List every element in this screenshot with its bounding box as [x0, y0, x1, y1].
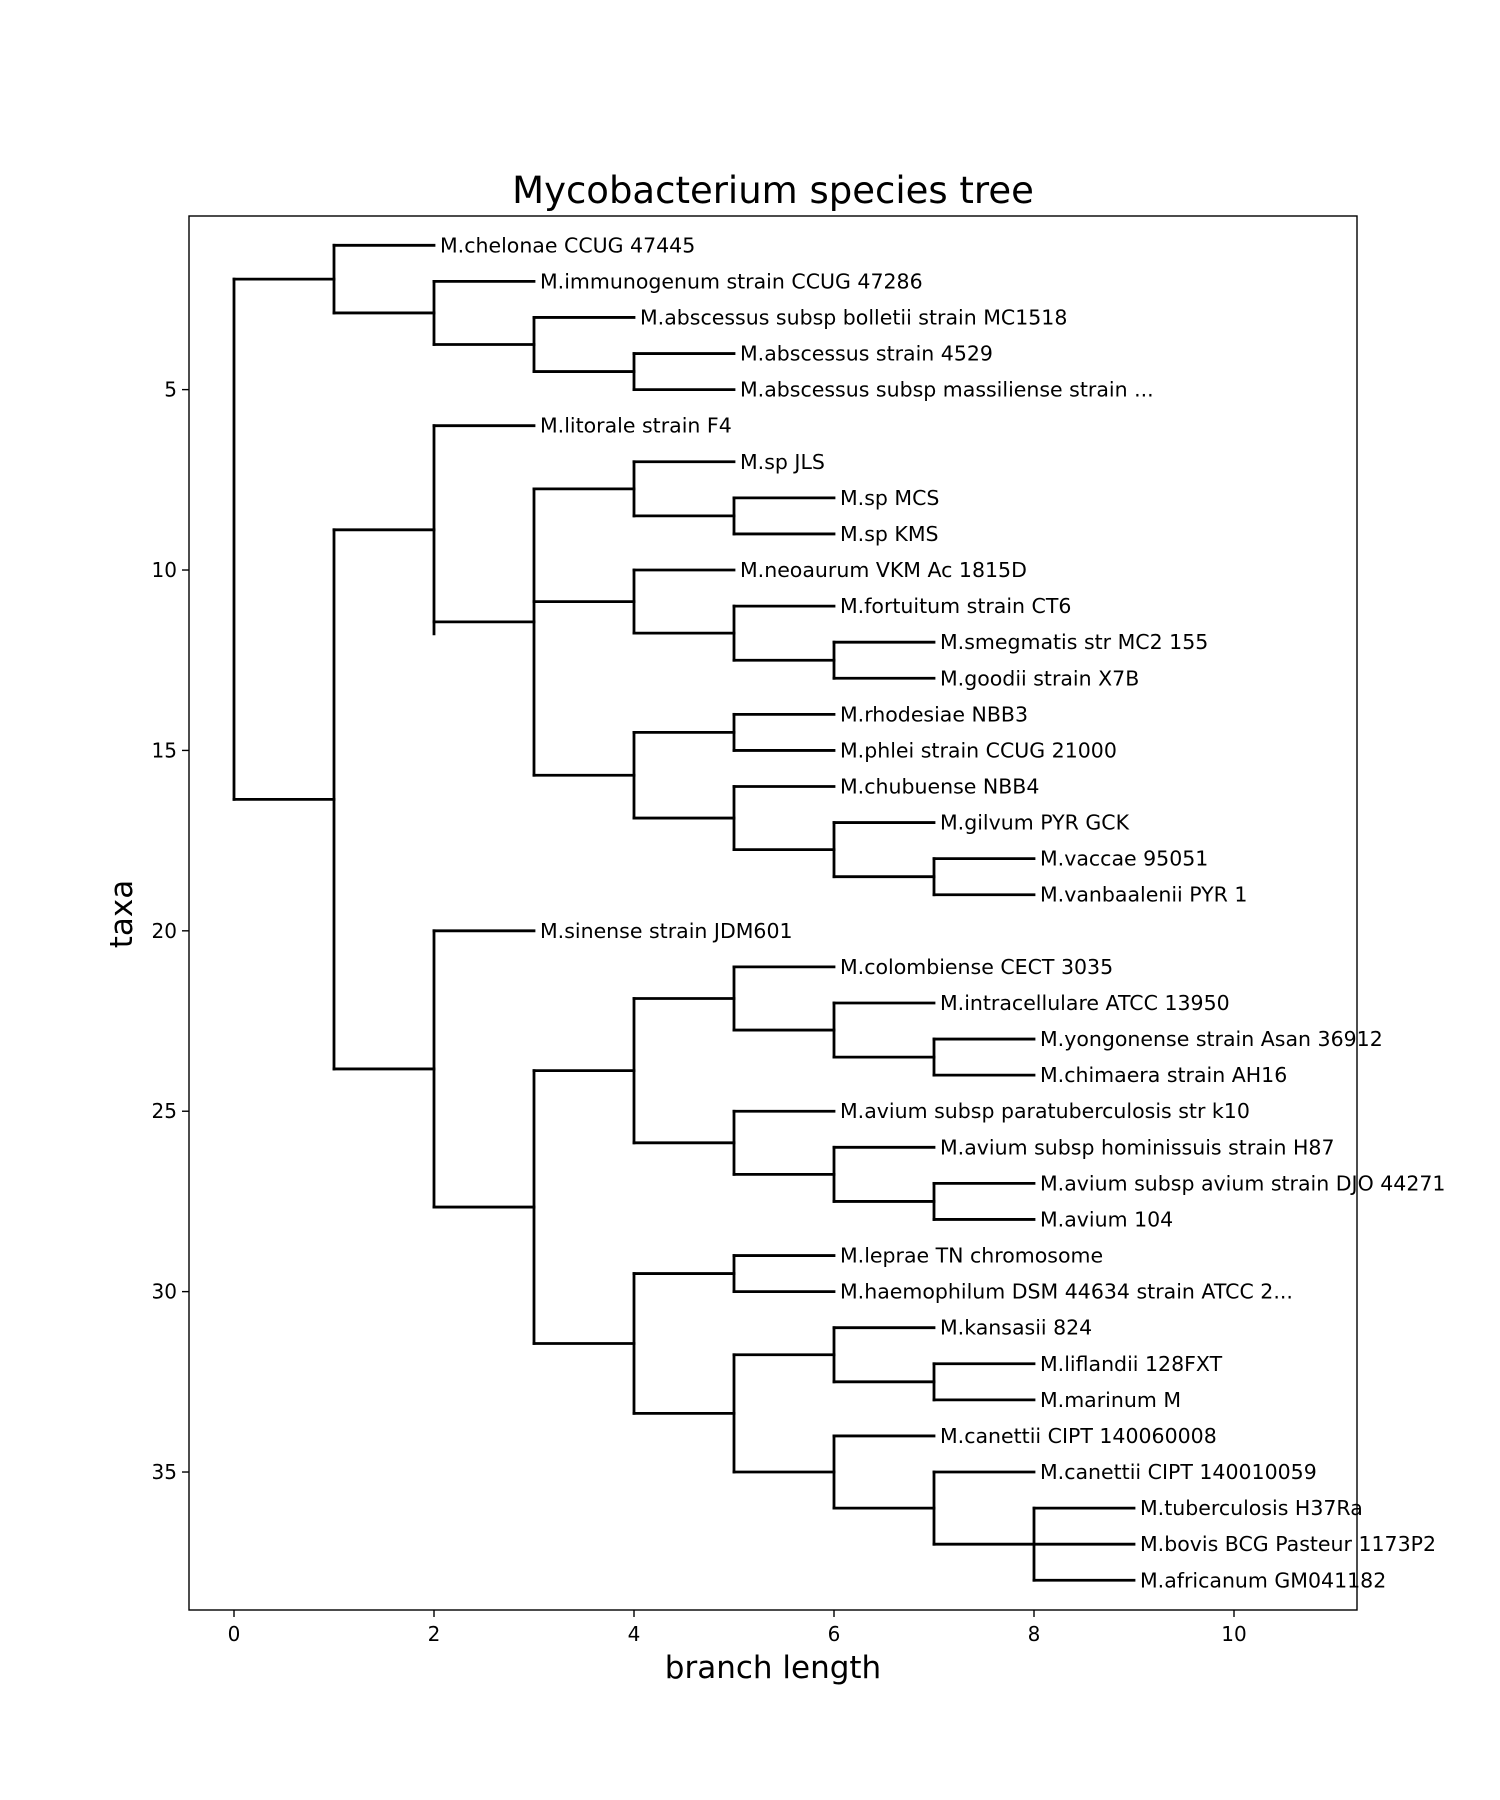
leaf-label: M.goodii strain X7B	[940, 666, 1139, 690]
y-tick-label: 20	[152, 919, 177, 943]
leaf-label: M.phlei strain CCUG 21000	[840, 738, 1117, 762]
leaf-label: M.smegmatis str MC2 155	[940, 630, 1208, 654]
leaf-label: M.bovis BCG Pasteur 1173P2	[1140, 1532, 1436, 1556]
y-axis-label: taxa	[104, 880, 140, 949]
tree-branches	[232, 243, 1136, 1582]
y-tick-label: 35	[152, 1460, 177, 1484]
leaf-label: M.kansasii 824	[940, 1316, 1092, 1340]
leaf-label: M.sp KMS	[840, 522, 939, 546]
leaf-label: M.avium 104	[1040, 1207, 1173, 1231]
leaf-label: M.intracellulare ATCC 13950	[940, 991, 1230, 1015]
y-tick-label: 30	[152, 1280, 177, 1304]
y-tick-label: 25	[152, 1099, 177, 1123]
leaf-labels: M.chelonae CCUG 47445 M.immunogenum strai…	[440, 233, 1445, 1592]
leaf-label: M.avium subsp avium strain DJO 44271	[1040, 1171, 1445, 1195]
leaf-label: M.sp JLS	[740, 450, 825, 474]
leaf-label: M.sinense strain JDM601	[540, 919, 793, 943]
leaf-label: M.chelonae CCUG 47445	[440, 233, 695, 257]
leaf-label: M.tuberculosis H37Ra	[1140, 1496, 1363, 1520]
leaf-label: M.colombiense CECT 3035	[840, 955, 1113, 979]
leaf-label: M.litorale strain F4	[540, 414, 732, 438]
x-axis: 0 2 4 6 8 10	[228, 1610, 1247, 1646]
leaf-label: M.yongonense strain Asan 36912	[1040, 1027, 1383, 1051]
leaf-label: M.marinum M	[1040, 1388, 1181, 1412]
x-tick-label: 6	[828, 1622, 841, 1646]
leaf-label: M.fortuitum strain CT6	[840, 594, 1071, 618]
leaf-label: M.rhodesiae NBB3	[840, 702, 1028, 726]
chart-title: Mycobacterium species tree	[512, 169, 1034, 212]
x-tick-label: 0	[228, 1622, 241, 1646]
leaf-label: M.avium subsp hominissuis strain H87	[940, 1135, 1335, 1159]
leaf-label: M.abscessus strain 4529	[740, 342, 993, 366]
y-tick-label: 5	[164, 378, 177, 402]
leaf-label: M.canettii CIPT 140010059	[1040, 1460, 1317, 1484]
leaf-label: M.chubuense NBB4	[840, 775, 1039, 799]
y-tick-label: 15	[152, 738, 177, 762]
leaf-label: M.abscessus subsp massiliense strain ...	[740, 378, 1154, 402]
leaf-label: M.liflandii 128FXT	[1040, 1352, 1223, 1376]
x-tick-label: 4	[628, 1622, 641, 1646]
leaf-label: M.africanum GM041182	[1140, 1568, 1386, 1592]
x-tick-label: 8	[1028, 1622, 1041, 1646]
leaf-label: M.sp MCS	[840, 486, 939, 510]
leaf-label: M.haemophilum DSM 44634 strain ATCC 2...	[840, 1280, 1293, 1304]
x-tick-label: 10	[1221, 1622, 1246, 1646]
leaf-label: M.avium subsp paratuberculosis str k10	[840, 1099, 1250, 1123]
leaf-label: M.canettii CIPT 140060008	[940, 1424, 1217, 1448]
y-axis: 5 10 15 20 25 30 35	[152, 378, 189, 1484]
leaf-label: M.gilvum PYR GCK	[940, 811, 1130, 835]
leaf-label: M.leprae TN chromosome	[840, 1244, 1103, 1268]
leaf-label: M.immunogenum strain CCUG 47286	[540, 269, 923, 293]
leaf-label: M.vaccae 95051	[1040, 847, 1208, 871]
x-axis-label: branch length	[665, 1650, 881, 1686]
leaf-label: M.chimaera strain AH16	[1040, 1063, 1287, 1087]
x-tick-label: 2	[428, 1622, 441, 1646]
plot-frame	[188, 215, 1358, 1611]
leaf-label: M.abscessus subsp bolletii strain MC1518	[640, 305, 1067, 329]
leaf-label: M.neoaurum VKM Ac 1815D	[740, 558, 1027, 582]
leaf-label: M.vanbaalenii PYR 1	[1040, 883, 1247, 907]
y-tick-label: 10	[152, 558, 177, 582]
